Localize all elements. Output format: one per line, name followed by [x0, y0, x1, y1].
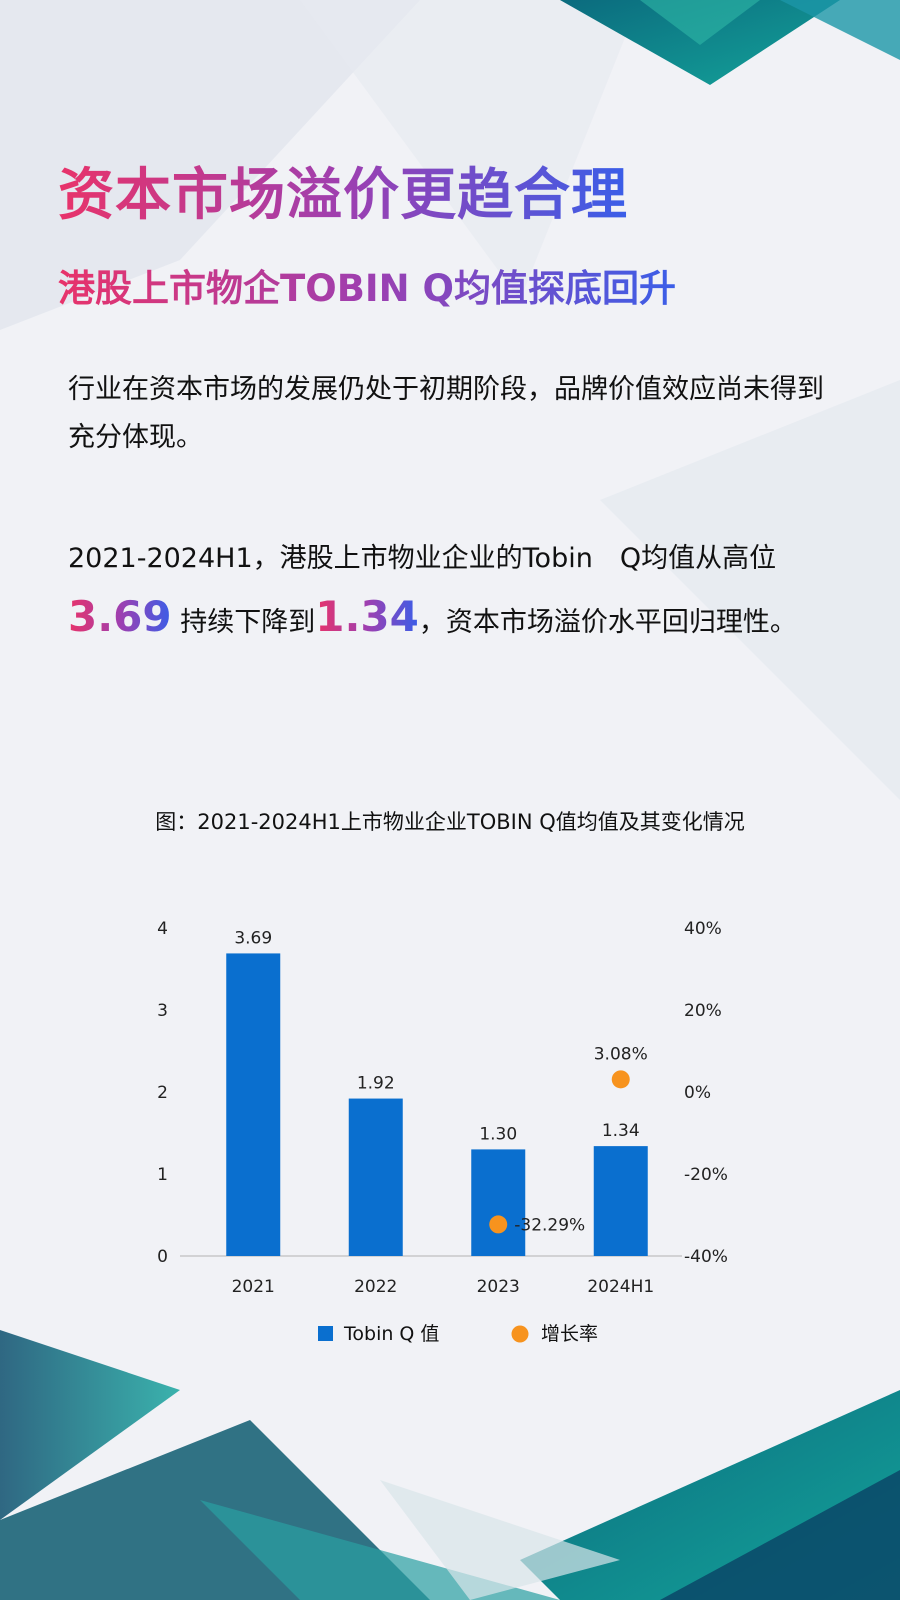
y-tick-label: 0: [157, 1247, 168, 1267]
growth-rate-label: 3.08%: [594, 1044, 648, 1064]
bar-value-label: 1.30: [479, 1124, 517, 1144]
legend-dot-swatch: [511, 1325, 529, 1343]
bar-value-label: 1.34: [602, 1121, 640, 1141]
bar: [348, 1098, 403, 1256]
y2-tick-label: 20%: [684, 1001, 722, 1021]
highlight-low-value: 1.34: [315, 592, 419, 641]
bar: [471, 1149, 526, 1256]
chart-caption: 图：2021-2024H1上市物业企业TOBIN Q值均值及其变化情况: [155, 810, 745, 834]
legend-bar-label: Tobin Q 值: [343, 1323, 439, 1345]
page-title: 资本市场溢价更趋合理: [58, 150, 628, 231]
x-tick-label: 2023: [477, 1277, 520, 1297]
y2-tick-label: 40%: [684, 919, 722, 939]
y-tick-label: 2: [157, 1083, 168, 1103]
summary-text-1: 2021-2024H1，港股上市物业企业的Tobin Q均值从高位: [68, 543, 777, 574]
legend-dot-label: 增长率: [541, 1323, 598, 1345]
tobin-q-chart: 0 1 2 3 4 -40% -20% 0% 20% 40% 2021 3.69 2022 1.92 202…: [157, 919, 728, 1345]
bar-value-label: 1.92: [357, 1074, 395, 1094]
y2-tick-label: 0%: [684, 1083, 711, 1103]
x-tick-label: 2021: [232, 1277, 275, 1297]
growth-rate-point: [611, 1070, 630, 1089]
page-subtitle: 港股上市物企TOBIN Q均值探底回升: [58, 258, 676, 312]
summary-paragraph: 2021-2024H1，港股上市物业企业的Tobin Q均值从高位 3.69 持…: [68, 530, 828, 652]
x-tick-label: 2024H1: [587, 1277, 654, 1297]
y-tick-label: 4: [157, 919, 168, 939]
legend-bar-swatch: [318, 1326, 333, 1341]
summary-text-2: 持续下降到: [171, 607, 316, 638]
highlight-high-value: 3.69: [68, 592, 172, 641]
y2-tick-label: -20%: [684, 1165, 728, 1185]
growth-rate-label: -32.29%: [514, 1215, 585, 1235]
bar-value-label: 3.69: [234, 928, 272, 948]
intro-paragraph: 行业在资本市场的发展仍处于初期阶段，品牌价值效应尚未得到充分体现。: [68, 374, 824, 453]
bar: [226, 953, 281, 1256]
y2-tick-label: -40%: [684, 1247, 728, 1267]
y-tick-label: 3: [157, 1001, 168, 1021]
bar: [593, 1146, 648, 1256]
y-tick-label: 1: [157, 1165, 168, 1185]
x-tick-label: 2022: [354, 1277, 397, 1297]
summary-text-3: ，资本市场溢价水平回归理性。: [418, 607, 797, 638]
growth-rate-point: [489, 1215, 508, 1234]
